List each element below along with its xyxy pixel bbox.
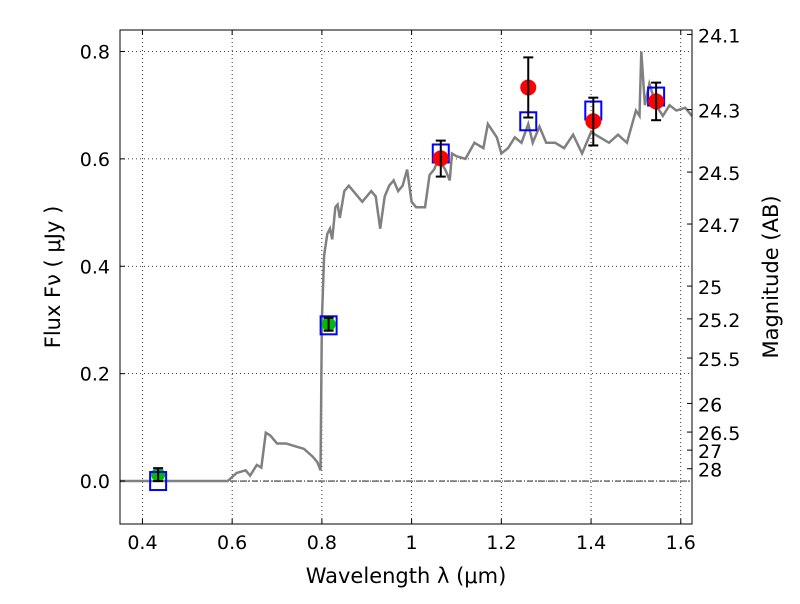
photometry-marks [149,56,666,492]
y-tick-label: 0.2 [80,364,110,386]
mag-tick-label: 24.3 [698,101,740,123]
x-axis-label: Wavelength λ (μm) [306,564,507,588]
spectrum-series [120,51,693,483]
y-right-axis-label: Magnitude (AB) [759,195,783,358]
mag-tick-label: 25.5 [698,349,740,371]
x-tick-label: 0.6 [217,532,247,554]
y-tick-label: 0.0 [80,471,110,493]
x-tick-label: 1.2 [486,532,516,554]
x-tick-label: 0.4 [127,532,157,554]
y-tick-label: 0.6 [80,149,110,171]
x-tick-label: 1.6 [666,532,696,554]
mag-tick-label: 24.7 [698,215,740,237]
x-tick-label: 0.8 [307,532,337,554]
mag-tick-label: 24.5 [698,163,740,185]
grid [120,30,692,524]
x-tick-label: 1.4 [576,532,606,554]
y-tick-label: 0.8 [80,41,110,63]
mag-tick-label: 25.2 [698,310,740,332]
mag-tick-label: 27 [698,441,722,463]
mag-tick-label: 24.1 [698,25,740,47]
mag-tick-label: 28 [698,460,722,482]
spectrum-line [120,51,693,483]
y-axis-label: Flux Fν ( μJy ) [41,206,65,349]
mag-tick-label: 25 [698,277,722,299]
mag-tick-label: 26.5 [698,423,740,445]
y-tick-label: 0.4 [80,256,110,278]
plot-frame [119,29,693,525]
x-tick-label: 1 [406,532,418,554]
model-square [319,315,338,336]
ticks: 0.4 0.6 0.8 1 1.2 1.4 1.6 0.0 0.2 0.4 0.6 0.8 24.1 24… [80,25,741,554]
mag-tick-label: 26 [698,394,722,416]
